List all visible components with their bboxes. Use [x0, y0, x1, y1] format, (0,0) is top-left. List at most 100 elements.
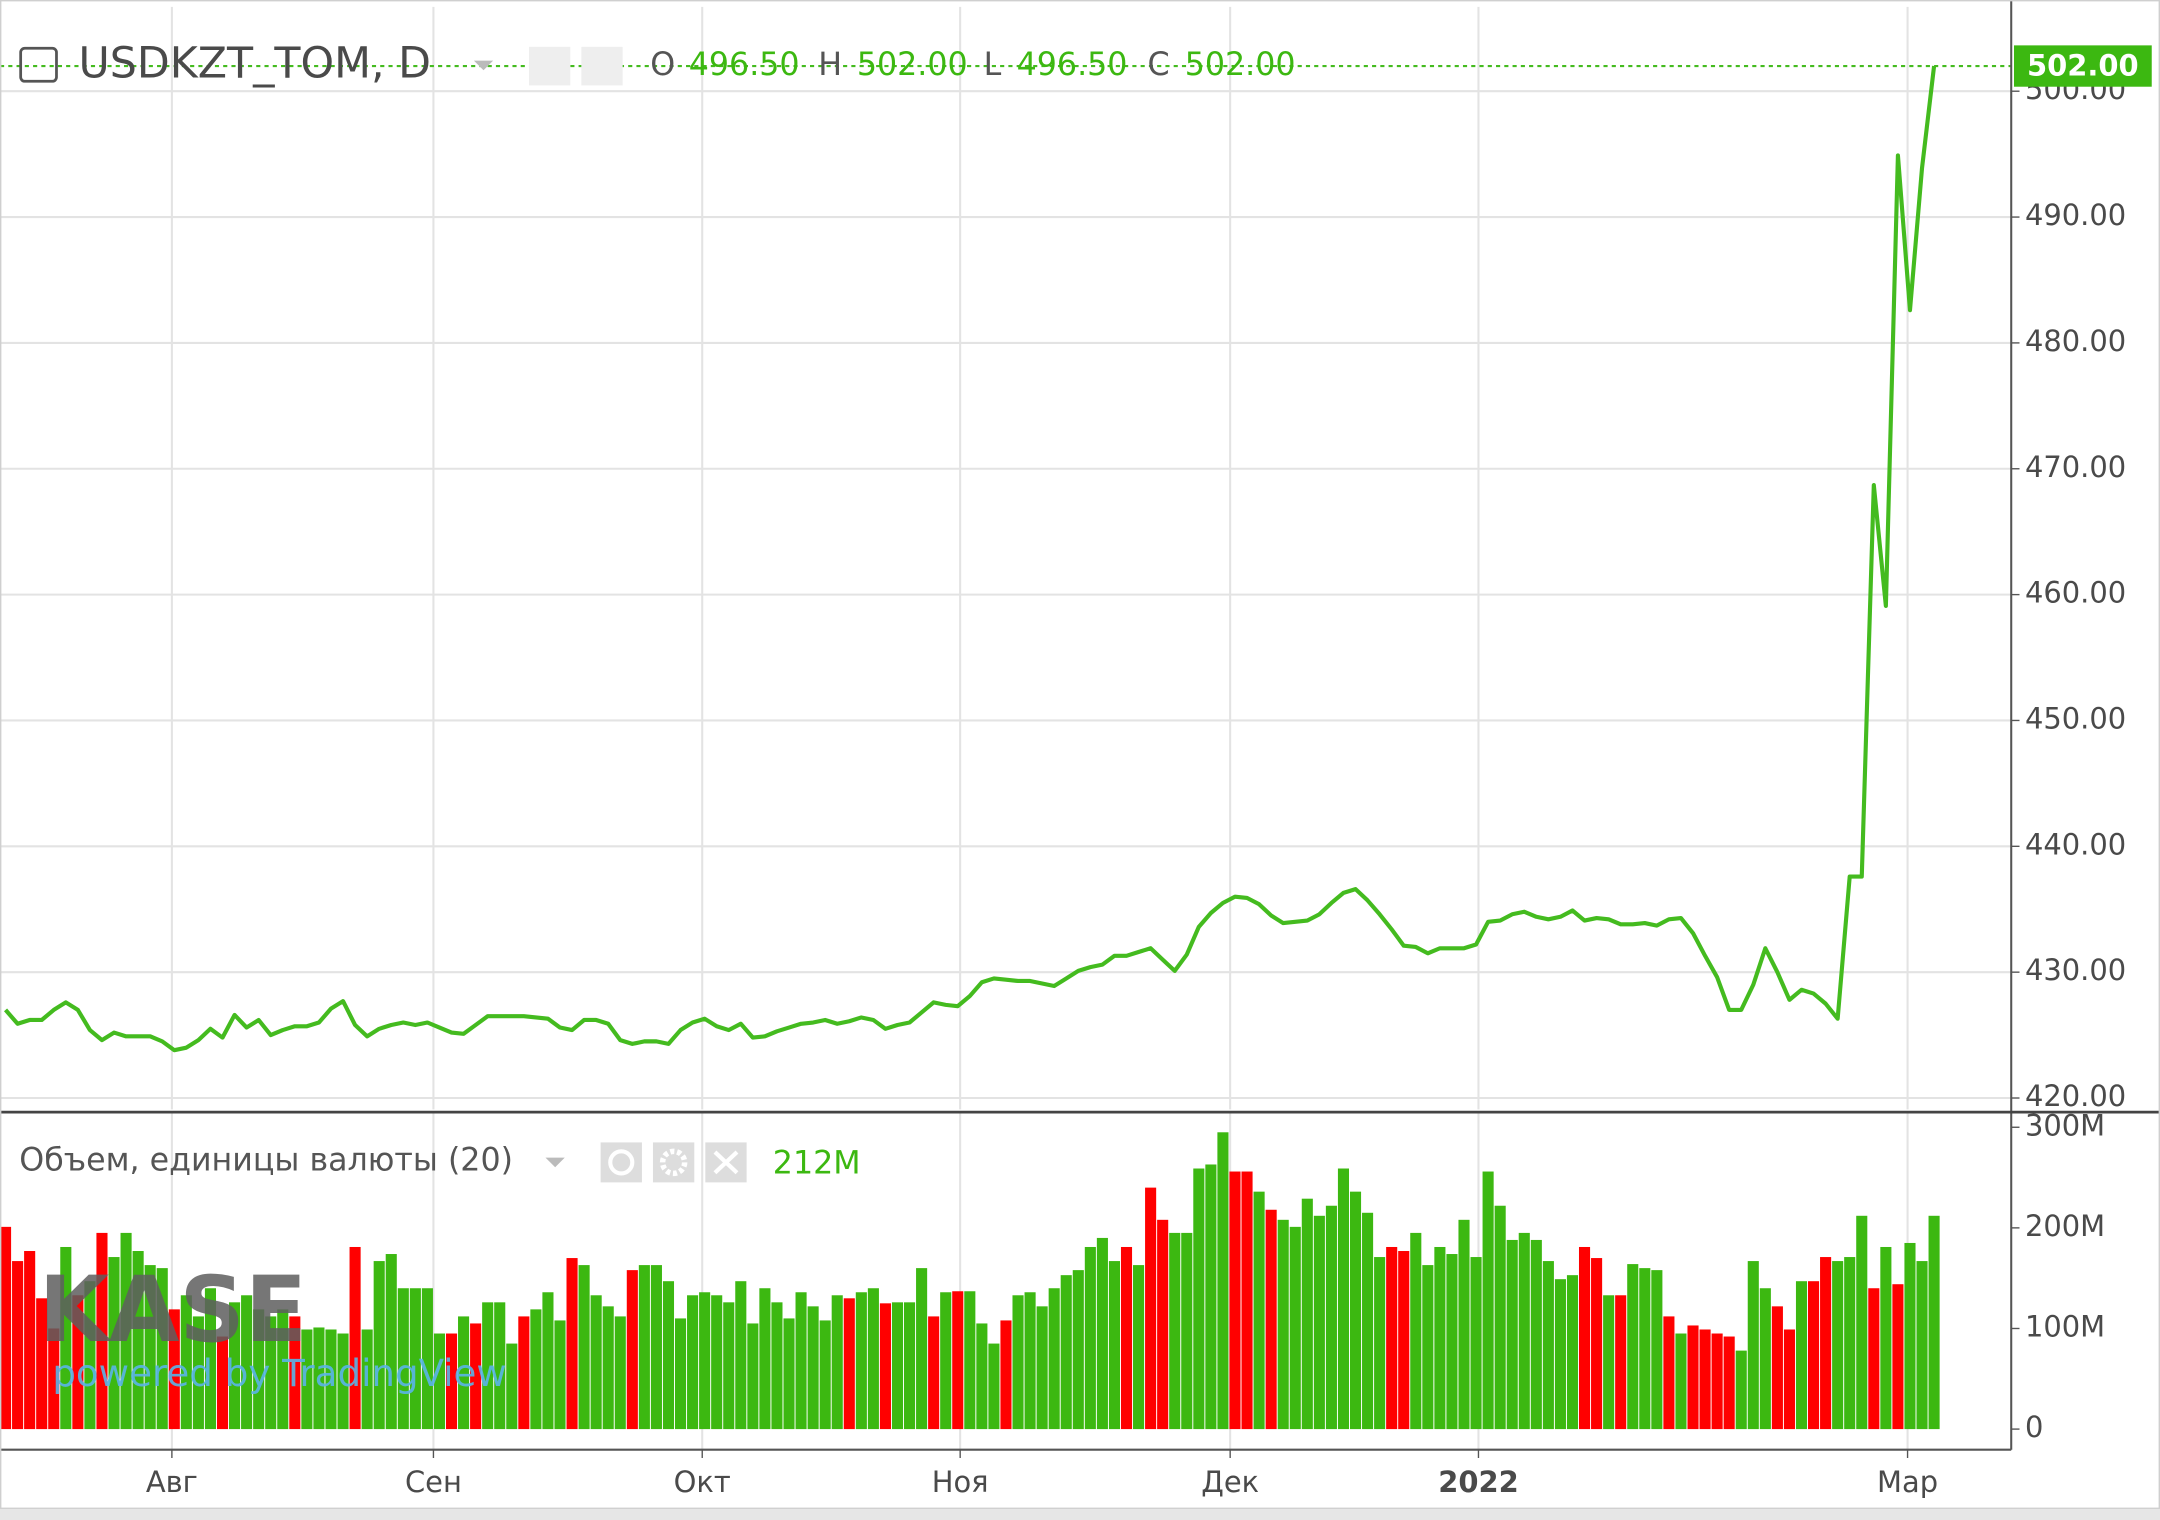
dropdown-arrow[interactable]: [473, 60, 494, 71]
collapse-checkbox[interactable]: [19, 46, 58, 83]
volume-bar: [397, 1288, 409, 1430]
volume-bar: [1422, 1265, 1434, 1430]
volume-bar: [590, 1295, 602, 1430]
volume-bar: [602, 1306, 614, 1430]
volume-bar: [301, 1329, 313, 1430]
volume-bar: [1398, 1251, 1410, 1430]
volume-bar: [1542, 1261, 1554, 1430]
volume-bar: [36, 1298, 48, 1430]
volume-bar: [1145, 1187, 1157, 1430]
volume-bar: [1711, 1333, 1723, 1430]
last-price-tag: [2013, 45, 2152, 87]
axes: Авг Сен Окт Ноя Дек 2022 Мар 420.00 430.00 440.00…: [146, 45, 2152, 1499]
volume-bar: [566, 1258, 578, 1430]
volume-bar: [1205, 1164, 1217, 1430]
volume-bar: [1229, 1171, 1241, 1430]
volume-bar: [626, 1270, 638, 1430]
volume-bar: [265, 1316, 277, 1430]
watermark-sub: powered by TradingView: [52, 1351, 506, 1395]
settings-icon[interactable]: [581, 46, 623, 86]
volume-bar: [1169, 1232, 1181, 1430]
volume-bar: [1313, 1215, 1325, 1430]
ohlc-value: 502.00: [1185, 47, 1296, 83]
volume-bar: [1386, 1246, 1398, 1430]
volume-bar: [783, 1318, 795, 1430]
volume-bar: [1024, 1292, 1036, 1430]
volume-bar: [48, 1328, 60, 1430]
y-tick-label: 100M: [2025, 1309, 2105, 1343]
volume-bar: [1108, 1261, 1120, 1430]
volume-bar: [1880, 1246, 1892, 1430]
eye-glyph: [608, 1149, 635, 1176]
volume-bar: [1120, 1246, 1133, 1430]
volume-bar: [433, 1333, 446, 1430]
eye-icon[interactable]: [528, 46, 571, 86]
ohlc-name: H: [818, 47, 842, 83]
volume-bar: [1265, 1209, 1277, 1430]
volume-bar: [542, 1292, 554, 1430]
volume-bar: [1747, 1261, 1759, 1430]
overlay: KASE powered by TradingView: [0, 65, 2012, 1395]
ohlc-name: C: [1148, 47, 1170, 83]
dropdown-arrow[interactable]: [545, 1157, 565, 1168]
volume-bar: [1868, 1288, 1880, 1430]
volume-bar: [1289, 1226, 1301, 1430]
volume-bar: [855, 1292, 867, 1430]
volume-bar: [614, 1316, 626, 1430]
volume-legend-name: Объем, единицы валюты (20): [19, 1143, 513, 1179]
volume-bar: [1820, 1257, 1832, 1430]
volume-bar: [313, 1327, 325, 1430]
volume-bar: [650, 1265, 662, 1430]
volume-bar: [241, 1295, 253, 1430]
volume-bar: [1723, 1336, 1735, 1430]
volume-bar: [72, 1295, 84, 1430]
eye-icon[interactable]: [600, 1142, 642, 1183]
volume-bar: [879, 1303, 891, 1430]
x-tick-label: Дек: [1201, 1465, 1259, 1499]
volume-bar: [1735, 1350, 1747, 1430]
volume-bar: [1771, 1306, 1783, 1430]
volume-bar: [361, 1329, 373, 1430]
volume-bar: [1639, 1268, 1651, 1430]
settings-icon[interactable]: [652, 1142, 695, 1183]
volume-bar: [831, 1295, 843, 1430]
volume-bar: [554, 1320, 566, 1430]
volume-bar: [843, 1298, 855, 1430]
ohlc-value: 502.00: [857, 47, 968, 83]
volume-bar: [409, 1288, 421, 1430]
volume-bar: [494, 1302, 506, 1430]
volume-bar: [1349, 1191, 1362, 1430]
volume-bar: [168, 1309, 180, 1430]
volume-bar: [747, 1323, 759, 1430]
volume-bar: [723, 1302, 735, 1430]
volume-bar: [1482, 1171, 1494, 1430]
volume-bar: [1181, 1232, 1193, 1430]
volume-bar: [1530, 1239, 1542, 1430]
volume-bar: [1627, 1264, 1639, 1430]
watermark: KASE: [39, 1258, 307, 1363]
volume-bar: [1808, 1281, 1820, 1430]
volume-bar: [12, 1261, 24, 1430]
volume-bar: [180, 1295, 192, 1430]
volume-bar: [1675, 1333, 1687, 1430]
y-tick-label: 420.00: [2025, 1079, 2126, 1113]
volume-bar: [964, 1291, 976, 1430]
volume-bar: [1193, 1168, 1205, 1430]
gear-glyph: [659, 1148, 688, 1177]
volume-bar: [759, 1288, 771, 1430]
volume-bar: [1410, 1232, 1422, 1430]
y-tick-label: 430.00: [2025, 953, 2126, 987]
volume-bar: [445, 1333, 458, 1430]
volume-bar: [204, 1288, 216, 1430]
volume-bar: [928, 1316, 940, 1430]
volume-bar: [518, 1316, 530, 1430]
volume-bar: [1494, 1205, 1506, 1430]
y-tick-label: 470.00: [2025, 450, 2126, 484]
volume-bar: [253, 1309, 265, 1430]
volume-bar: [1795, 1281, 1808, 1430]
volume-bar: [337, 1333, 349, 1430]
volume-bar: [1904, 1242, 1916, 1430]
volume-bar: [578, 1265, 590, 1430]
